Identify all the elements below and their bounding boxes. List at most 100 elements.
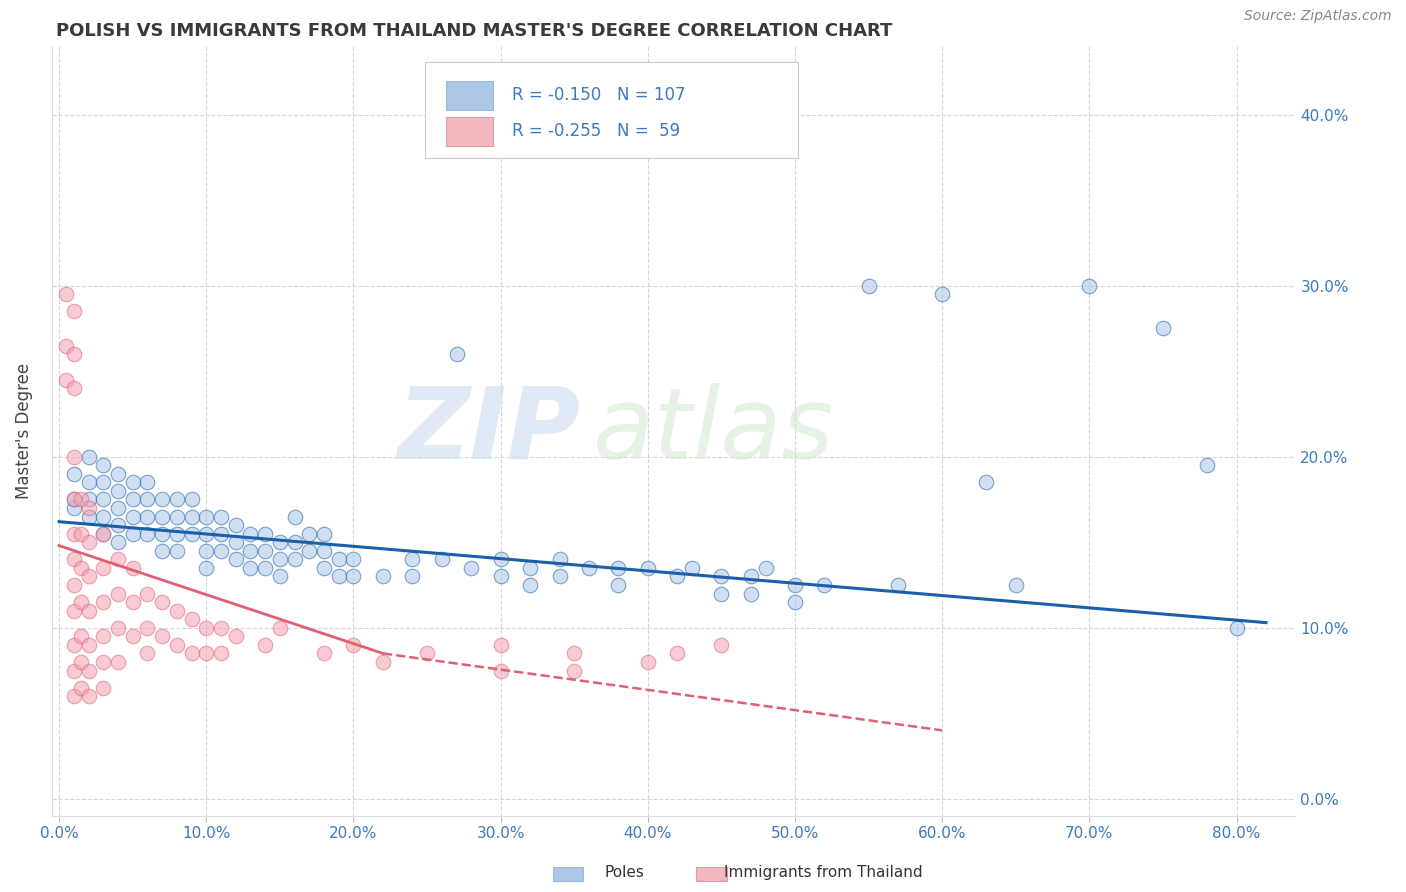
Point — [312, 543, 335, 558]
FancyBboxPatch shape — [446, 117, 494, 146]
Point — [150, 492, 173, 507]
Point — [107, 467, 129, 481]
Point — [284, 535, 307, 549]
Text: Immigrants from Thailand: Immigrants from Thailand — [724, 865, 922, 880]
Point — [107, 621, 129, 635]
Point — [91, 561, 114, 575]
Point — [401, 552, 423, 566]
Point — [195, 561, 218, 575]
Point — [136, 647, 159, 661]
Point — [121, 595, 143, 609]
Point — [269, 535, 291, 549]
Point — [401, 569, 423, 583]
Point — [195, 509, 218, 524]
Point — [710, 586, 733, 600]
Point — [858, 278, 880, 293]
Point — [150, 595, 173, 609]
Point — [1004, 578, 1026, 592]
Point — [63, 664, 86, 678]
Point — [1152, 321, 1174, 335]
Point — [755, 561, 778, 575]
Point — [166, 638, 188, 652]
Point — [63, 552, 86, 566]
Point — [63, 347, 86, 361]
Point — [342, 638, 364, 652]
Point — [416, 647, 439, 661]
FancyBboxPatch shape — [425, 62, 799, 158]
Point — [195, 543, 218, 558]
Point — [91, 475, 114, 490]
Point — [150, 509, 173, 524]
Point — [91, 681, 114, 695]
Point — [666, 569, 689, 583]
Point — [63, 501, 86, 516]
Point — [63, 578, 86, 592]
Point — [121, 561, 143, 575]
Point — [607, 561, 630, 575]
Point — [489, 552, 512, 566]
Text: R = -0.150   N = 107: R = -0.150 N = 107 — [512, 86, 685, 103]
Point — [63, 604, 86, 618]
Point — [107, 552, 129, 566]
Point — [209, 621, 232, 635]
Point — [121, 629, 143, 643]
Point — [91, 526, 114, 541]
FancyBboxPatch shape — [446, 81, 494, 110]
Point — [710, 569, 733, 583]
Point — [136, 526, 159, 541]
Point — [77, 509, 100, 524]
Point — [150, 543, 173, 558]
Point — [489, 569, 512, 583]
Point — [371, 569, 394, 583]
Point — [284, 552, 307, 566]
Point — [77, 638, 100, 652]
Point — [371, 655, 394, 669]
Point — [77, 501, 100, 516]
Point — [63, 467, 86, 481]
Point — [166, 492, 188, 507]
Point — [107, 501, 129, 516]
Point — [312, 561, 335, 575]
Point — [195, 621, 218, 635]
Point — [209, 647, 232, 661]
Point — [107, 518, 129, 533]
Point — [269, 552, 291, 566]
Point — [548, 569, 571, 583]
Point — [136, 475, 159, 490]
Point — [489, 638, 512, 652]
Point — [976, 475, 998, 490]
Point — [91, 629, 114, 643]
Point — [136, 509, 159, 524]
Point — [77, 569, 100, 583]
Point — [180, 509, 202, 524]
Point — [254, 526, 277, 541]
Point — [136, 492, 159, 507]
Point — [70, 681, 93, 695]
Point — [342, 552, 364, 566]
Point — [312, 526, 335, 541]
Point — [430, 552, 453, 566]
Point — [239, 561, 262, 575]
Point — [489, 664, 512, 678]
Point — [328, 552, 350, 566]
Point — [328, 569, 350, 583]
Point — [813, 578, 835, 592]
Point — [195, 647, 218, 661]
Point — [77, 689, 100, 703]
Point — [77, 475, 100, 490]
Point — [121, 509, 143, 524]
Point — [180, 612, 202, 626]
Point — [740, 569, 762, 583]
Point — [150, 526, 173, 541]
Point — [107, 655, 129, 669]
Point — [519, 578, 541, 592]
Point — [136, 621, 159, 635]
Point — [63, 381, 86, 395]
Point — [225, 518, 247, 533]
Point — [63, 492, 86, 507]
Point — [107, 535, 129, 549]
Point — [562, 664, 585, 678]
Point — [225, 535, 247, 549]
Point — [666, 647, 689, 661]
Point — [460, 561, 482, 575]
